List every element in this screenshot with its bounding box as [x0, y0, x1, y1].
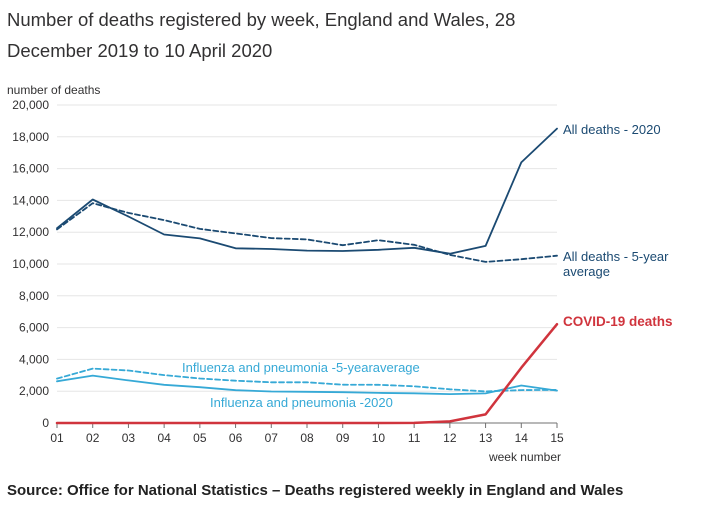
- x-tick-label: 14: [515, 431, 529, 445]
- series-line-0: [56, 127, 558, 255]
- x-tick-label: 15: [550, 431, 564, 445]
- chart-source: Source: Office for National Statistics –…: [7, 482, 624, 499]
- x-tick-label: 01: [50, 431, 64, 445]
- x-tick-label: 04: [157, 431, 171, 445]
- x-tick-label: 12: [443, 431, 457, 445]
- y-tick-label: 6,000: [19, 321, 49, 335]
- x-tick-label: 10: [372, 431, 386, 445]
- y-tick-label: 4,000: [19, 352, 49, 366]
- x-tick-label: 05: [193, 431, 207, 445]
- series-label: Influenza and pneumonia -5-yearaverage: [182, 360, 420, 375]
- series-label: All deaths - 2020: [563, 122, 661, 137]
- series-line-4: [56, 374, 558, 395]
- y-tick-label: 8,000: [19, 289, 49, 303]
- series-line-3: [56, 367, 558, 393]
- x-tick-label: 07: [265, 431, 279, 445]
- y-tick-label: 0: [42, 416, 49, 430]
- y-tick-label: 10,000: [12, 257, 49, 271]
- series-label: COVID-19 deaths: [563, 314, 673, 329]
- x-tick-label: 11: [408, 431, 421, 445]
- series-label: average: [563, 264, 610, 279]
- series-label: Influenza and pneumonia -2020: [210, 395, 393, 410]
- x-axis-title: week number: [488, 450, 561, 464]
- x-tick-label: 03: [122, 431, 136, 445]
- y-tick-label: 16,000: [12, 162, 49, 176]
- y-tick-label: 20,000: [12, 98, 49, 112]
- y-tick-label: 2,000: [19, 384, 49, 398]
- series-line-1: [56, 202, 558, 263]
- x-tick-label: 13: [479, 431, 493, 445]
- series-label: All deaths - 5-year: [563, 249, 669, 264]
- chart-title: Number of deaths registered by week, Eng…: [7, 9, 516, 61]
- y-tick-label: 18,000: [12, 130, 49, 144]
- x-tick-label: 09: [336, 431, 350, 445]
- y-tick-label: 14,000: [12, 193, 49, 207]
- x-tick-label: 08: [300, 431, 314, 445]
- x-tick-label: 02: [86, 431, 100, 445]
- x-tick-label: 06: [229, 431, 243, 445]
- series-line-2: [55, 322, 559, 425]
- y-axis-title: number of deaths: [7, 83, 100, 97]
- y-tick-label: 12,000: [12, 225, 49, 239]
